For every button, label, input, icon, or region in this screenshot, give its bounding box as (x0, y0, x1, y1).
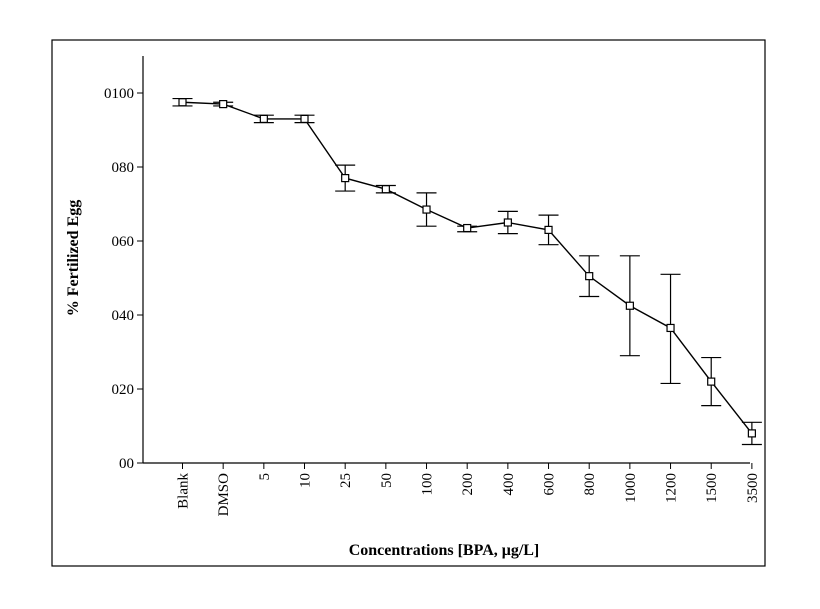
x-tick-label: 50 (379, 473, 395, 488)
data-markers (178, 98, 756, 438)
data-point (544, 225, 553, 234)
data-point (707, 377, 716, 386)
data-point (381, 185, 390, 194)
x-tick-label: DMSO (216, 473, 232, 517)
x-axis-title: Concentrations [BPA, μg/L] (349, 542, 540, 559)
x-tick-label: 100 (420, 473, 436, 496)
data-point (747, 429, 756, 438)
chart-frame (51, 39, 766, 567)
x-tick-label: 600 (542, 473, 558, 496)
data-point (178, 98, 187, 107)
data-point (585, 272, 594, 281)
x-tick-label: 1000 (623, 473, 639, 503)
axes (142, 56, 750, 464)
data-point (300, 114, 309, 124)
data-point (219, 99, 228, 109)
data-point (259, 114, 268, 124)
x-tick-label: 800 (582, 473, 598, 496)
x-tick-label: 1500 (704, 473, 720, 503)
x-tick-label: 400 (501, 473, 517, 496)
x-tick-label: 25 (338, 473, 354, 488)
y-tick-label: 020 (112, 382, 135, 398)
x-tick-label: 1200 (664, 473, 680, 503)
data-point (666, 323, 675, 333)
y-axis-ticks: 00 020 040 060 080 0100 (104, 86, 143, 472)
y-tick-label: 040 (112, 308, 135, 324)
y-tick-label: 060 (112, 234, 135, 250)
data-point (503, 218, 512, 227)
data-point (463, 223, 472, 233)
data-point (625, 301, 634, 310)
x-axis-ticks: Blank DMSO 5 10 25 50 100 200 400 600 800 1000 1200 1… (176, 463, 761, 516)
x-tick-label: Blank (176, 473, 192, 509)
y-tick-label: 0100 (104, 86, 134, 102)
x-tick-label: 10 (298, 473, 314, 488)
x-tick-label: 200 (460, 473, 476, 496)
y-tick-label: 080 (112, 160, 135, 176)
data-point (422, 205, 431, 214)
x-tick-label: 5 (257, 473, 273, 481)
y-tick-label: 00 (119, 456, 134, 472)
data-point (341, 174, 350, 183)
x-tick-label: 3500 (745, 473, 761, 503)
y-axis-title: % Fertilized Egg (65, 200, 82, 316)
